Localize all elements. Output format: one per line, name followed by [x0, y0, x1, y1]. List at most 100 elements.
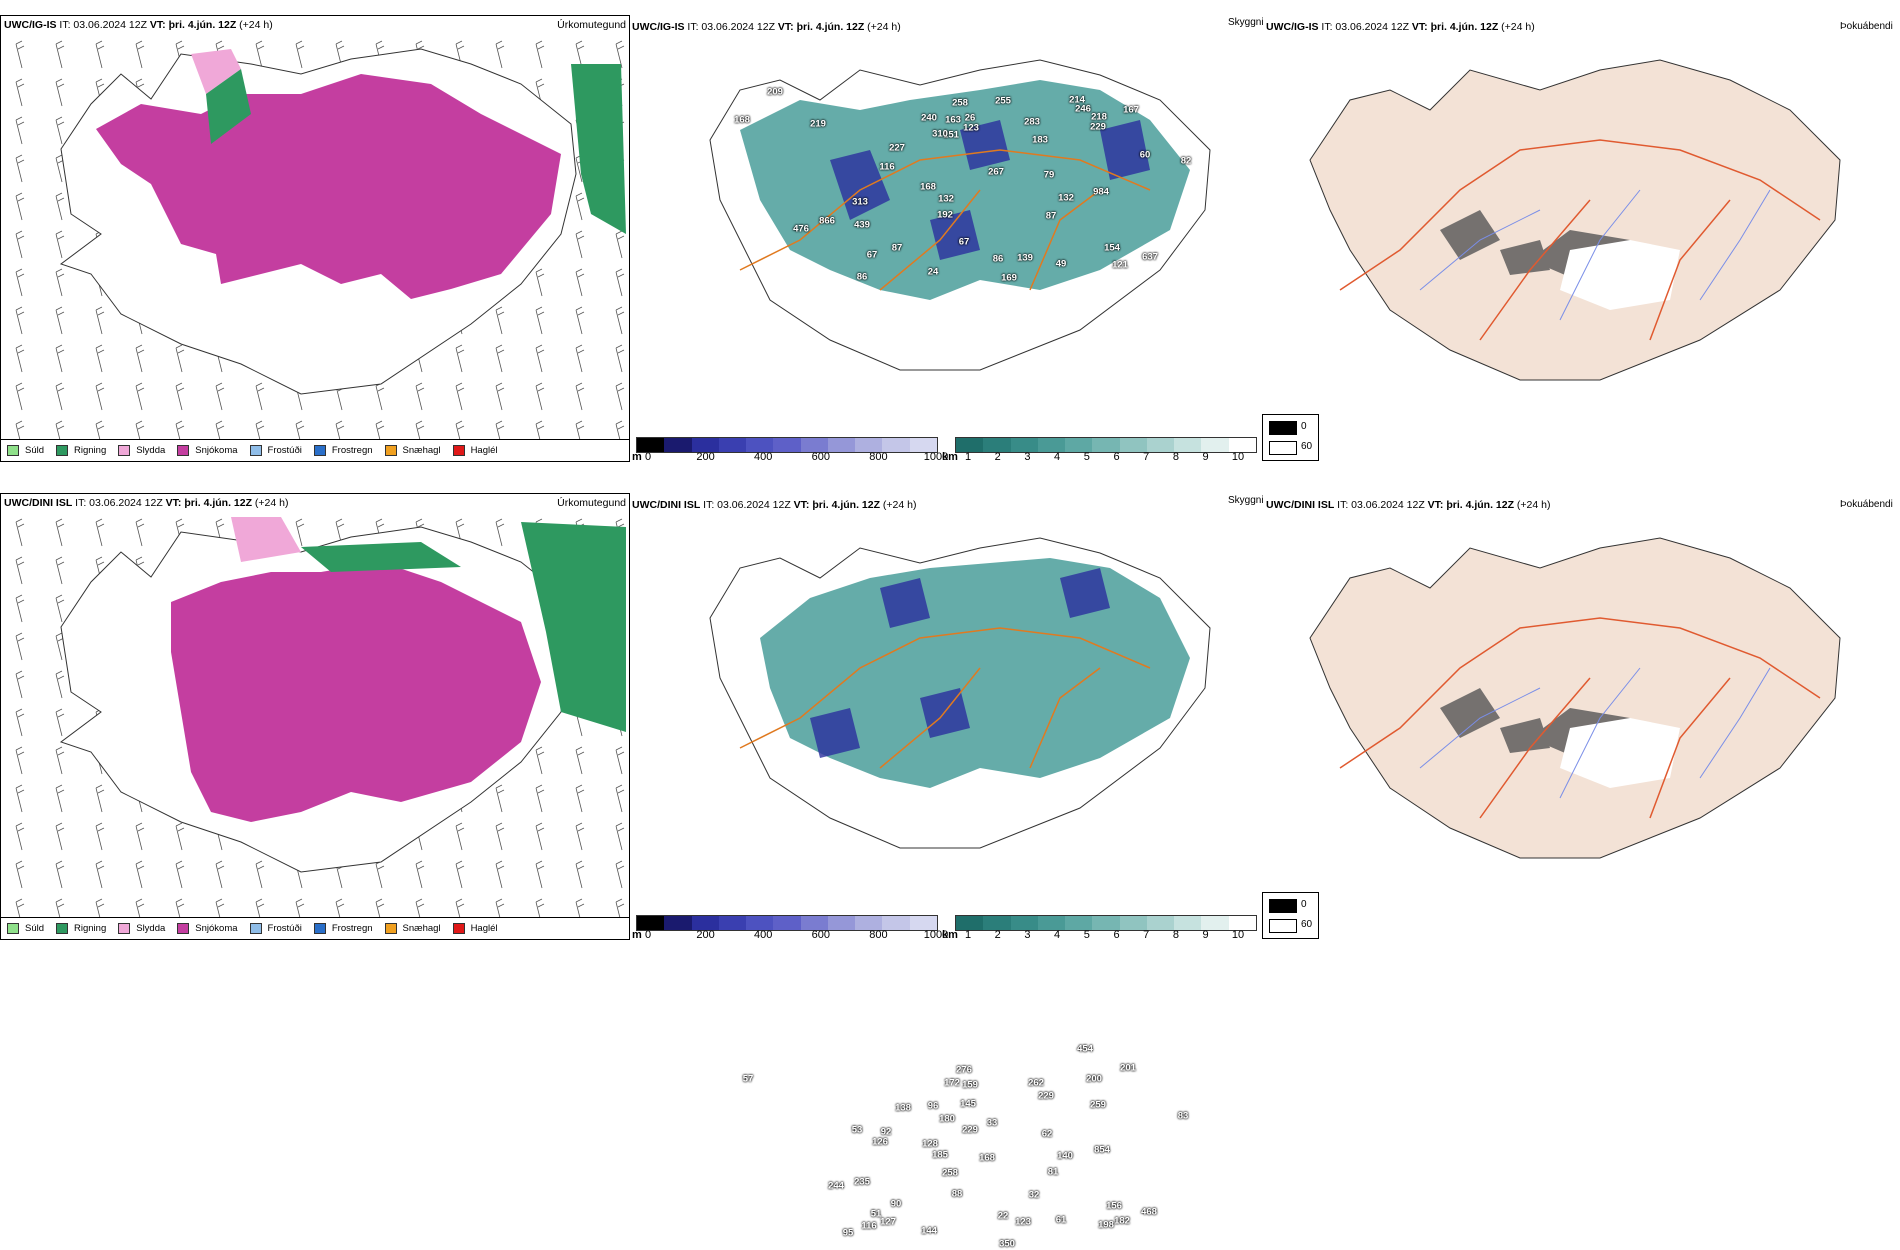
- wind-barb: [15, 822, 25, 851]
- cloud-base-label: 168: [979, 1152, 995, 1164]
- height-tick: 800: [869, 451, 888, 463]
- low-visibility-area: [740, 80, 1190, 300]
- fog-legend: 0 60: [1262, 892, 1319, 939]
- wind-barb: [55, 746, 65, 775]
- cloud-base-label: 128: [922, 1138, 938, 1150]
- wind-barb: [455, 898, 465, 918]
- cloud-base-label: 67: [866, 249, 878, 261]
- cloud-base-label: 637: [1142, 251, 1158, 263]
- wind-barb: [55, 116, 65, 145]
- wind-barb: [95, 306, 105, 335]
- wind-barb: [95, 344, 105, 373]
- rivers: [1419, 189, 1771, 321]
- legend-item: Frostregn: [313, 923, 373, 934]
- wind-barb: [135, 344, 145, 373]
- wind-barb: [255, 860, 265, 889]
- fog-map: [1309, 537, 1841, 859]
- cloud-base-label: 454: [1077, 1043, 1093, 1055]
- wind-barb: [135, 420, 145, 440]
- clear-area: [1560, 718, 1680, 788]
- wind-barb: [535, 860, 545, 889]
- cloud-base-label: 183: [1032, 134, 1048, 146]
- wind-barb: [575, 40, 585, 69]
- cloud-base-label: 276: [956, 1064, 972, 1076]
- cloud-base-label: 139: [1017, 252, 1033, 264]
- wind-barb: [535, 898, 545, 918]
- wind-barb: [575, 344, 585, 373]
- legend-swatch: [7, 923, 19, 934]
- cloud-base-label: 87: [1045, 210, 1057, 222]
- wind-barb: [575, 192, 585, 221]
- legend-swatch: [56, 923, 69, 934]
- visibility-tick: 2: [994, 929, 1001, 941]
- wind-barb: [455, 344, 465, 373]
- panel-header: UWC/DINI ISL IT: 03.06.2024 12Z VT: þri.…: [4, 497, 289, 509]
- wind-barb: [615, 344, 625, 373]
- very-low-visibility-area: [830, 120, 1150, 260]
- wind-barb: [15, 420, 25, 440]
- cloud-base-label: 86: [856, 271, 868, 283]
- legend-item: Rigning: [56, 923, 106, 934]
- wind-barb: [95, 822, 105, 851]
- legend-item: Haglél: [452, 445, 498, 456]
- wind-barb: [55, 708, 65, 737]
- legend-item: Snjókoma: [177, 445, 238, 456]
- wind-barb: [215, 420, 225, 440]
- cloud-base-label: 198: [1098, 1219, 1114, 1231]
- wind-barb: [615, 420, 625, 440]
- wind-barb: [175, 898, 185, 918]
- wind-barb: [615, 898, 625, 918]
- wind-barb: [15, 746, 25, 775]
- wind-barb: [535, 784, 545, 813]
- visibility-map: [709, 59, 1211, 371]
- wind-barb: [175, 822, 185, 851]
- cloud-base-label: 172: [944, 1077, 960, 1089]
- cloud-base-label: 144: [921, 1225, 937, 1237]
- wind-barb: [15, 594, 25, 623]
- cloud-base-label: 79: [1043, 169, 1055, 181]
- cloud-base-label: 192: [937, 209, 953, 221]
- cloud-base-label: 169: [1001, 272, 1017, 284]
- wind-barb: [535, 268, 545, 297]
- visibility-tick: 1: [964, 929, 972, 941]
- wind-barb: [15, 632, 25, 661]
- wind-barb: [95, 898, 105, 918]
- wind-barb: [495, 382, 505, 411]
- visibility-tick: 2: [994, 451, 1001, 463]
- wind-barb: [615, 382, 625, 411]
- height-tick: 400: [754, 929, 773, 941]
- cloud-base-label: 60: [1139, 149, 1151, 161]
- fog-legend-low: 60: [1301, 441, 1313, 452]
- iceland-coastline: [1309, 537, 1841, 859]
- wind-barb: [535, 420, 545, 440]
- precip-panel-title: Úrkomutegund: [557, 19, 626, 31]
- wind-barb: [575, 784, 585, 813]
- roads: [739, 149, 1151, 291]
- visibility-tick: 7: [1143, 929, 1150, 941]
- legend-item: Haglél: [452, 923, 498, 934]
- wind-barb: [495, 784, 505, 813]
- cloud-base-label: 227: [889, 142, 905, 154]
- sleet-area: [231, 517, 301, 562]
- legend-swatch: [249, 445, 262, 456]
- wind-barb: [55, 420, 65, 440]
- legend-item: Frostúði: [249, 445, 302, 456]
- legend-swatch: [177, 445, 190, 456]
- wind-barb: [535, 306, 545, 335]
- wind-barb: [15, 192, 25, 221]
- visibility-tick: 4: [1054, 451, 1061, 463]
- snow-area: [171, 562, 541, 822]
- wind-barb: [615, 306, 625, 335]
- wind-barb: [215, 382, 225, 411]
- legend-swatch: [313, 923, 326, 934]
- visibility-scale-bar: [955, 437, 1257, 453]
- fog-map: [1309, 59, 1841, 381]
- height-scale-bar: [636, 915, 938, 931]
- cloud-base-label: 258: [952, 97, 968, 109]
- cloud-base-label: 984: [1093, 186, 1109, 198]
- cloud-base-label: 214: [1069, 94, 1085, 106]
- wind-barb: [55, 344, 65, 373]
- wind-barb: [15, 154, 25, 183]
- height-tick: 200: [696, 929, 715, 941]
- iceland-coastline: [1309, 59, 1841, 381]
